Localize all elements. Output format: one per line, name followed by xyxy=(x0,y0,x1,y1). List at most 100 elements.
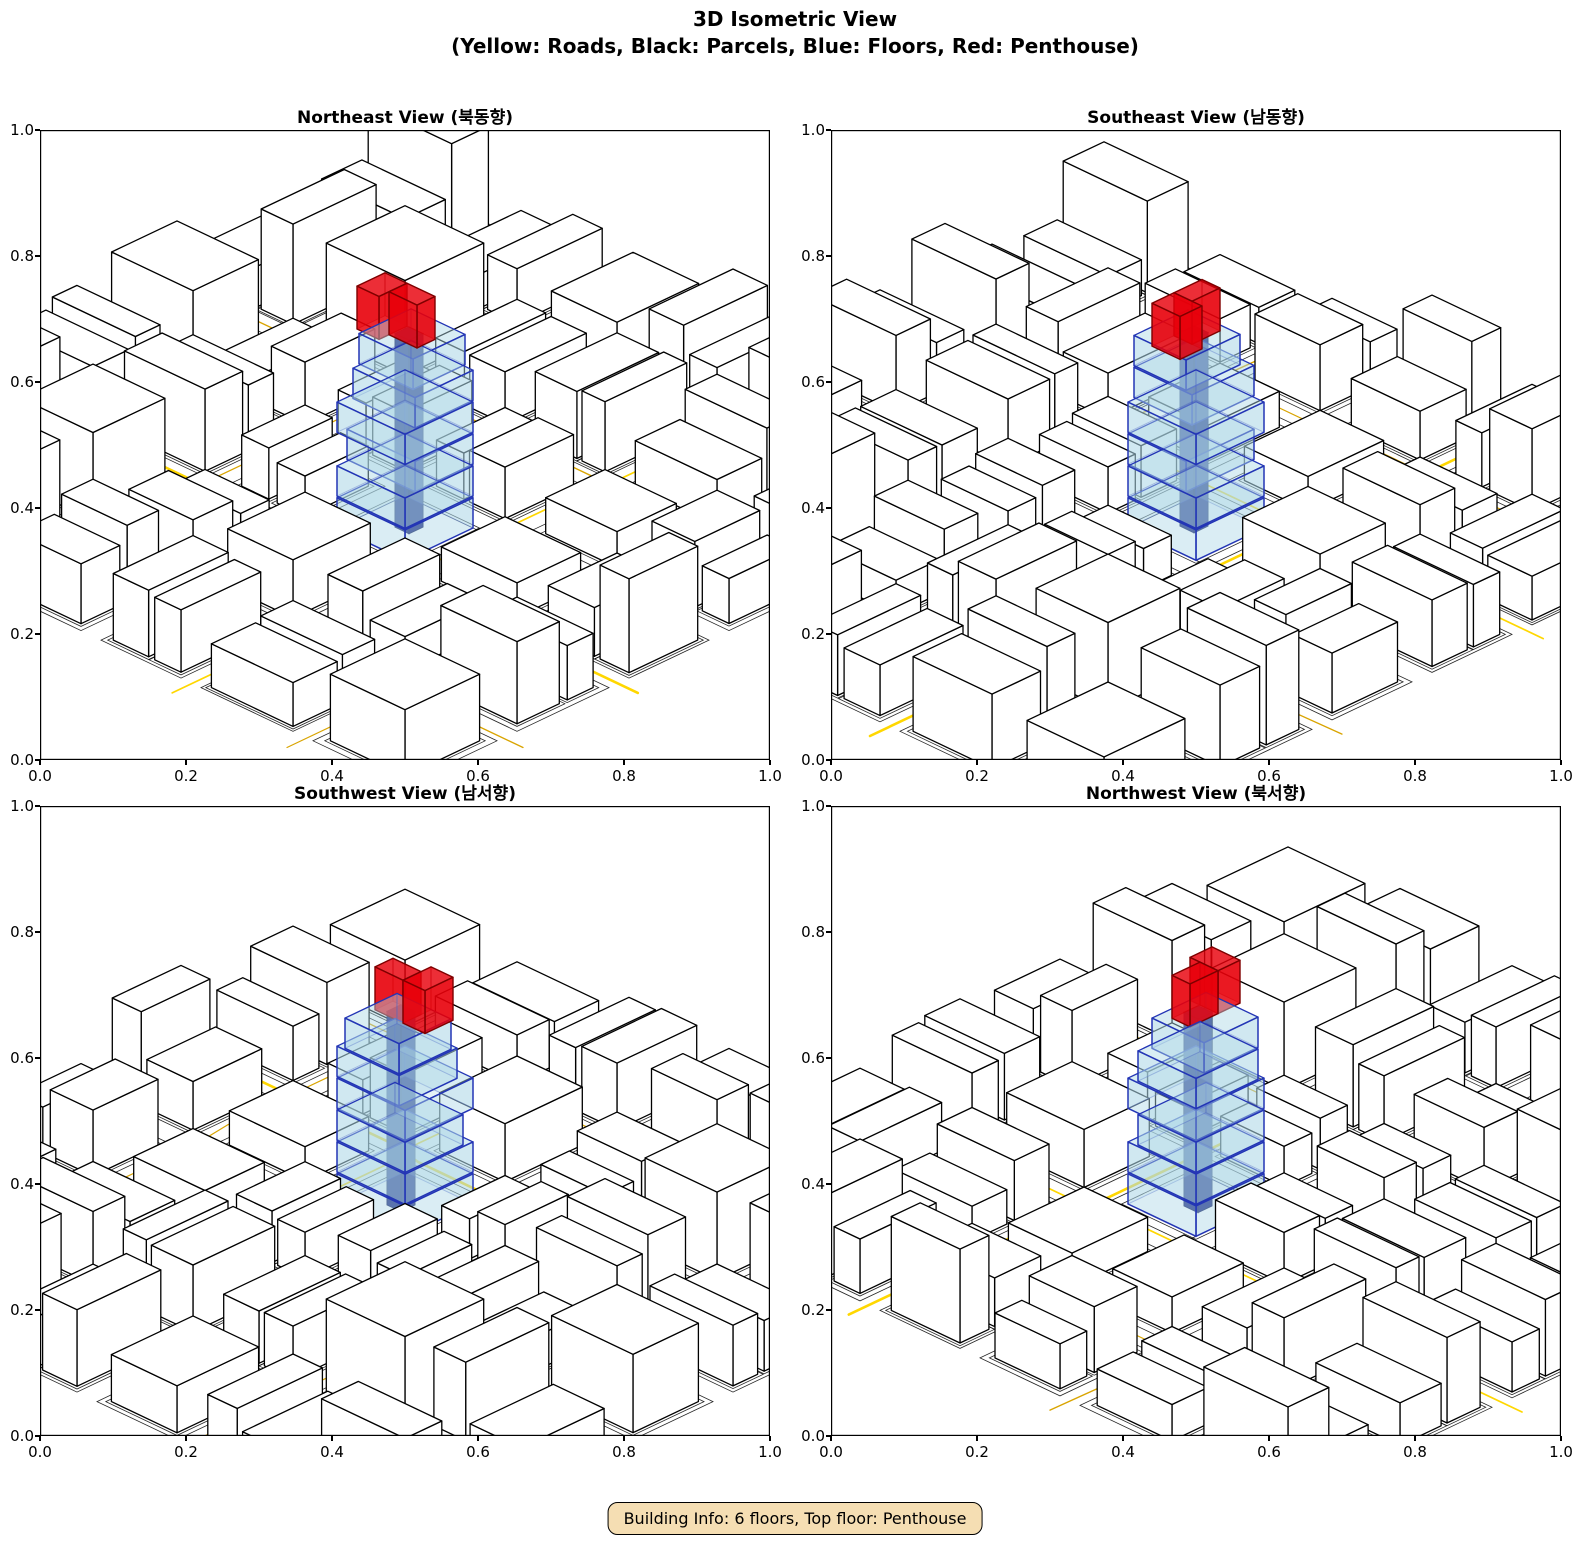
y-tick-label: 1.0 xyxy=(10,121,34,139)
x-tick-label: 0.8 xyxy=(612,1443,636,1461)
x-tick-mark xyxy=(1414,1436,1416,1441)
y-tick-label: 0.2 xyxy=(10,1301,34,1319)
y-tick-mark xyxy=(35,805,40,807)
x-tick-label: 0.4 xyxy=(1111,767,1135,785)
y-tick-label: 0.8 xyxy=(801,923,825,941)
x-tick-label: 0.2 xyxy=(174,767,198,785)
y-tick-mark xyxy=(826,805,831,807)
x-tick-label: 0.4 xyxy=(320,1443,344,1461)
y-tick-label: 0.6 xyxy=(10,373,34,391)
isometric-scene-southeast xyxy=(831,130,1561,760)
x-tick-mark xyxy=(769,760,771,765)
y-tick-mark xyxy=(35,381,40,383)
x-tick-mark xyxy=(1414,760,1416,765)
y-tick-label: 0.8 xyxy=(10,247,34,265)
x-tick-mark xyxy=(769,1436,771,1441)
y-tick-mark xyxy=(826,1183,831,1185)
x-tick-label: 0.0 xyxy=(819,767,843,785)
x-tick-label: 0.2 xyxy=(174,1443,198,1461)
x-tick-mark xyxy=(830,760,832,765)
x-tick-label: 1.0 xyxy=(1549,1443,1573,1461)
subplot-title-southeast: Southeast View (남동향) xyxy=(1087,108,1305,128)
x-tick-label: 0.2 xyxy=(965,767,989,785)
y-tick-label: 0.2 xyxy=(801,625,825,643)
y-tick-label: 0.6 xyxy=(10,1049,34,1067)
x-tick-label: 0.6 xyxy=(1257,1443,1281,1461)
y-tick-mark xyxy=(826,129,831,131)
y-tick-label: 0.0 xyxy=(10,751,34,769)
x-tick-label: 0.8 xyxy=(1403,767,1427,785)
x-tick-mark xyxy=(976,1436,978,1441)
y-tick-label: 0.0 xyxy=(801,1427,825,1445)
isometric-scene-southwest xyxy=(40,806,770,1436)
x-tick-mark xyxy=(623,760,625,765)
y-tick-label: 1.0 xyxy=(10,797,34,815)
x-tick-mark xyxy=(830,1436,832,1441)
x-tick-label: 0.4 xyxy=(1111,1443,1135,1461)
x-tick-mark xyxy=(185,760,187,765)
subplot-southeast: Southeast View (남동향) 0.0 0.2 0.4 0.6 0.8 1.0 0… xyxy=(801,108,1573,785)
x-tick-label: 0.8 xyxy=(612,767,636,785)
y-tick-mark xyxy=(826,507,831,509)
y-tick-mark xyxy=(826,931,831,933)
y-tick-label: 0.8 xyxy=(801,247,825,265)
x-tick-label: 0.6 xyxy=(1257,767,1281,785)
x-tick-mark xyxy=(331,760,333,765)
x-tick-mark xyxy=(477,1436,479,1441)
x-tick-label: 0.0 xyxy=(819,1443,843,1461)
x-tick-label: 1.0 xyxy=(758,1443,782,1461)
building-info-badge: Building Info: 6 floors, Top floor: Pent… xyxy=(607,1502,983,1535)
y-tick-mark xyxy=(826,381,831,383)
y-tick-label: 0.6 xyxy=(801,1049,825,1067)
x-tick-mark xyxy=(1122,1436,1124,1441)
isometric-scene-northwest xyxy=(831,806,1561,1436)
x-tick-mark xyxy=(623,1436,625,1441)
figure-title-line1: 3D Isometric View xyxy=(692,7,898,31)
y-tick-label: 1.0 xyxy=(801,797,825,815)
y-tick-mark xyxy=(35,1183,40,1185)
y-tick-mark xyxy=(826,1309,831,1311)
y-tick-mark xyxy=(35,129,40,131)
x-tick-mark xyxy=(1268,760,1270,765)
x-tick-label: 0.6 xyxy=(466,767,490,785)
y-tick-label: 0.0 xyxy=(801,751,825,769)
subplot-title-northwest: Northwest View (북서향) xyxy=(1085,784,1307,804)
x-tick-label: 0.6 xyxy=(466,1443,490,1461)
y-tick-mark xyxy=(35,633,40,635)
y-tick-mark xyxy=(826,1057,831,1059)
x-tick-label: 0.4 xyxy=(320,767,344,785)
y-tick-mark xyxy=(35,1309,40,1311)
subplot-southwest: Southwest View (남서향) 0.0 0.2 0.4 0.6 0.8 1.0 0… xyxy=(10,784,782,1461)
subplot-title-southwest: Southwest View (남서향) xyxy=(294,784,516,804)
y-tick-mark xyxy=(826,255,831,257)
isometric-scene-northeast xyxy=(40,130,770,760)
y-tick-label: 0.4 xyxy=(801,499,825,517)
y-tick-label: 1.0 xyxy=(801,121,825,139)
y-tick-mark xyxy=(35,1057,40,1059)
x-tick-mark xyxy=(39,1436,41,1441)
y-tick-mark xyxy=(35,507,40,509)
y-tick-mark xyxy=(35,255,40,257)
subplot-title-northeast: Northeast View (북동향) xyxy=(297,108,513,128)
x-tick-mark xyxy=(1560,760,1562,765)
y-tick-label: 0.2 xyxy=(801,1301,825,1319)
figure-title: 3D Isometric View (Yellow: Roads, Black:… xyxy=(0,6,1590,60)
x-tick-mark xyxy=(331,1436,333,1441)
x-tick-label: 0.2 xyxy=(965,1443,989,1461)
y-tick-mark xyxy=(826,759,831,761)
y-tick-mark xyxy=(35,931,40,933)
y-tick-mark xyxy=(826,633,831,635)
subplot-northwest: Northwest View (북서향) 0.0 0.2 0.4 0.6 0.8 1.0 0… xyxy=(801,784,1573,1461)
y-tick-label: 0.6 xyxy=(801,373,825,391)
x-tick-mark xyxy=(1122,760,1124,765)
y-tick-label: 0.4 xyxy=(801,1175,825,1193)
figure-title-line2: (Yellow: Roads, Black: Parcels, Blue: Fl… xyxy=(451,34,1139,58)
y-tick-mark xyxy=(35,759,40,761)
x-tick-mark xyxy=(185,1436,187,1441)
x-tick-label: 1.0 xyxy=(1549,767,1573,785)
x-tick-label: 0.0 xyxy=(28,767,52,785)
x-tick-mark xyxy=(477,760,479,765)
x-tick-label: 0.0 xyxy=(28,1443,52,1461)
x-tick-label: 1.0 xyxy=(758,767,782,785)
